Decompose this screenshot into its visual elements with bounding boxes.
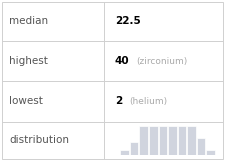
Text: 22.5: 22.5 [115, 16, 140, 26]
Text: lowest: lowest [9, 96, 43, 106]
Bar [197, 138, 205, 155]
Bar [168, 126, 177, 155]
Bar [139, 126, 148, 155]
Text: highest: highest [9, 56, 48, 66]
Bar [120, 151, 129, 155]
Text: (zirconium): (zirconium) [136, 57, 187, 66]
Text: 2: 2 [115, 96, 122, 106]
Text: 40: 40 [115, 56, 129, 66]
Text: median: median [9, 16, 48, 26]
Bar [206, 151, 215, 155]
Text: distribution: distribution [9, 135, 69, 146]
Text: (helium): (helium) [129, 97, 167, 106]
Bar [130, 142, 138, 155]
Bar [159, 126, 167, 155]
Bar [187, 126, 196, 155]
Bar [178, 126, 186, 155]
Bar [149, 126, 158, 155]
